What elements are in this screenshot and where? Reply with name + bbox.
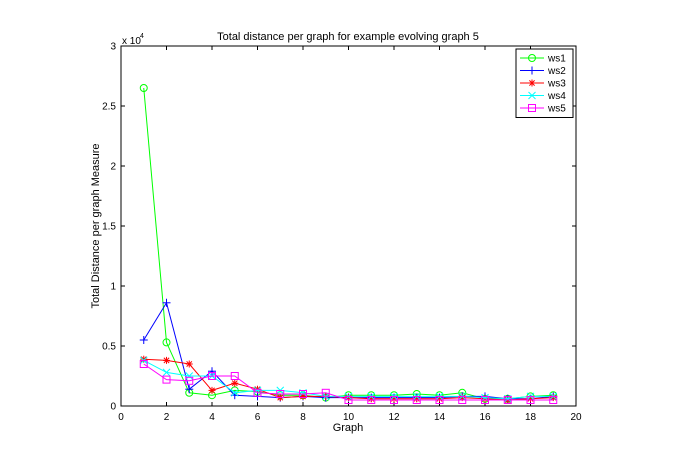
- data-point: [139, 336, 148, 344]
- series-layer: [139, 84, 558, 404]
- plot-area: 0 2 4 6 8 10 12 14 16 18 20 0 0.5 1 1.5 2 2.5 3: [102, 42, 582, 424]
- data-point: [139, 360, 148, 368]
- chart-title: Total distance per graph for example evo…: [217, 31, 479, 43]
- data-point: [185, 376, 194, 385]
- x-tick-label: 6: [255, 412, 261, 423]
- x-axis: 0 2 4 6 8 10 12 14 16 18 20: [118, 46, 582, 423]
- y-tick-label: 0.5: [102, 342, 116, 353]
- x-tick-label: 2: [164, 412, 170, 423]
- y-tick-label: 1: [110, 282, 116, 293]
- y-tick-label: 2.5: [102, 102, 116, 113]
- data-point: [458, 396, 467, 404]
- legend-label: ws4: [547, 91, 566, 102]
- legend-label: ws2: [547, 66, 566, 77]
- y-tick-label: 2: [110, 162, 116, 173]
- x-tick-label: 4: [209, 412, 215, 423]
- data-point: [526, 396, 535, 404]
- legend-item-ws3: ws3: [520, 79, 566, 90]
- data-point: [528, 91, 536, 100]
- data-point: [367, 396, 376, 404]
- data-point: [321, 388, 330, 397]
- data-point: [139, 84, 148, 92]
- y-multiplier: x 10 4: [122, 33, 144, 47]
- x-axis-label: Graph: [333, 422, 364, 434]
- data-point: [344, 396, 353, 404]
- data-point: [412, 396, 421, 404]
- data-point: [549, 394, 557, 402]
- data-point: [435, 396, 444, 404]
- x-tick-label: 16: [479, 412, 491, 423]
- data-point: [162, 298, 171, 307]
- data-point: [503, 396, 512, 404]
- data-point: [162, 368, 171, 377]
- axes-box: [120, 45, 577, 407]
- legend-label: ws5: [547, 104, 566, 115]
- x-tick-label: 8: [300, 412, 306, 423]
- data-point: [208, 372, 216, 380]
- data-point: [528, 79, 536, 87]
- y-tick-label: 0: [110, 402, 116, 413]
- data-point: [549, 396, 558, 404]
- data-point: [481, 396, 489, 404]
- data-point: [185, 385, 194, 394]
- legend-item-ws1: ws1: [520, 54, 566, 65]
- x-tick-label: 10: [343, 412, 355, 423]
- data-point: [276, 390, 285, 398]
- x-tick-label: 14: [434, 412, 446, 423]
- legend-item-ws4: ws4: [520, 91, 566, 102]
- y-multiplier-base: x 10: [122, 36, 141, 47]
- data-point: [185, 360, 193, 368]
- x-tick-label: 12: [388, 412, 400, 423]
- data-point: [230, 388, 239, 397]
- data-point: [528, 66, 536, 75]
- y-axis-label: Total Distance per graph Measure: [90, 143, 102, 308]
- y-axis: 0 0.5 1 1.5 2 2.5 3: [102, 42, 576, 413]
- legend-item-ws5: ws5: [520, 104, 566, 115]
- y-tick-label: 3: [110, 42, 116, 53]
- y-multiplier-exponent: 4: [140, 33, 144, 40]
- data-point: [162, 338, 171, 347]
- data-point: [528, 54, 536, 62]
- legend-label: ws1: [547, 54, 566, 65]
- data-point: [231, 379, 239, 387]
- x-tick-label: 18: [525, 412, 537, 423]
- data-point: [390, 396, 398, 404]
- data-point: [208, 386, 216, 394]
- y-tick-label: 1.5: [102, 222, 116, 233]
- data-point: [299, 390, 307, 398]
- legend-label: ws3: [547, 79, 566, 90]
- data-point: [208, 367, 216, 376]
- data-point: [163, 356, 170, 364]
- data-point: [253, 388, 262, 397]
- data-point: [230, 372, 239, 380]
- data-point: [528, 104, 536, 112]
- data-point: [162, 375, 171, 384]
- legend-item-ws2: ws2: [520, 66, 566, 77]
- data-point: [185, 372, 194, 380]
- series-line: [143, 363, 554, 401]
- x-tick-label: 20: [570, 412, 582, 423]
- series-ws5: [139, 360, 558, 404]
- x-tick-label: 0: [118, 412, 124, 423]
